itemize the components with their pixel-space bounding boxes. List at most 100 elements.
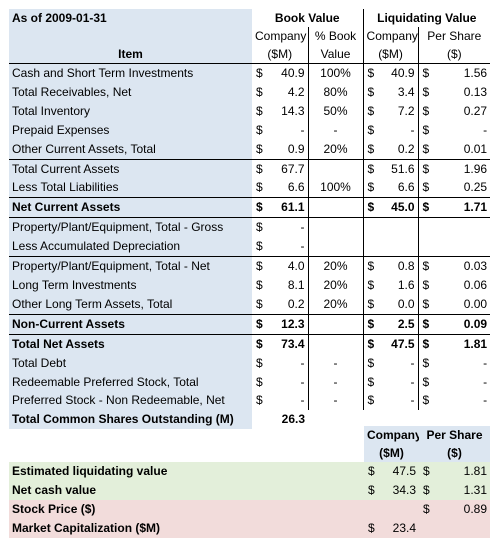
table-row: Net Current Assets $61.1 $45.0 $1.71 xyxy=(9,197,491,219)
row-label: Total Net Assets xyxy=(9,334,252,354)
per-share-amount xyxy=(435,218,490,237)
table-row: Cash and Short Term Investments $40.9 100%… xyxy=(9,63,490,83)
book-value-amount: 4.2 xyxy=(287,84,305,99)
liq-value-amount xyxy=(380,218,418,237)
liq-value-currency: $ xyxy=(362,391,381,411)
per-share-currency: $ xyxy=(417,158,436,179)
pct-book-value: 20% xyxy=(307,294,364,315)
summary-rows: Estimated liquidating value $47.5 $1.81 Net… xyxy=(9,462,491,538)
summary-row: Market Capitalization ($M) $23.4 xyxy=(9,518,491,538)
liq-value-currency: $ xyxy=(362,294,381,315)
summary-company-currency: $ xyxy=(364,462,381,481)
liq-value-amount: 0.2 xyxy=(397,141,415,156)
liq-value-currency: $ xyxy=(362,256,381,276)
summary-row: Stock Price ($) $0.89 xyxy=(9,499,491,519)
liq-value-amount: 0.0 xyxy=(380,294,419,315)
table-row: Total Inventory $14.3 50% $7.2 $0.27 xyxy=(9,101,490,121)
liq-value-currency: $ xyxy=(362,120,381,140)
pct-book-value xyxy=(307,217,364,238)
per-share-amount: 0.03 xyxy=(435,256,491,276)
pct-book-value xyxy=(307,197,364,219)
liq-value-amount: - xyxy=(410,122,415,137)
row-label: Non-Current Assets xyxy=(9,314,252,335)
table-row: Total Current Assets $67.7 $51.6 $1.96 xyxy=(9,158,491,179)
summary-per-share-amount xyxy=(436,518,491,538)
pct-book-value: - xyxy=(307,391,364,411)
book-value-amount: 4.0 xyxy=(269,256,308,276)
liq-value-amount: - xyxy=(410,393,415,408)
liq-value-amount xyxy=(380,237,418,256)
summary-company-currency xyxy=(364,499,381,519)
pct-book-column-header: % Book xyxy=(307,27,364,45)
book-value-currency: $ xyxy=(256,374,263,389)
book-value-currency: $ xyxy=(256,393,263,408)
pct-book-value xyxy=(307,314,364,335)
summary-company-amount: 47.5 xyxy=(381,462,419,481)
per-share-unit: ($) xyxy=(417,45,491,64)
liq-company-unit: ($M) xyxy=(362,45,419,64)
table-row: Total Debt $ - - $ - $ - xyxy=(9,353,490,373)
book-value-currency: $ xyxy=(252,294,269,315)
book-value-amount: 73.4 xyxy=(281,336,305,351)
book-value-amount: 0.9 xyxy=(287,141,305,156)
per-share-column-header: Per Share xyxy=(417,27,491,45)
liq-value-amount: 51.6 xyxy=(380,158,419,179)
book-value-amount: 0.2 xyxy=(269,294,308,315)
per-share-currency: $ xyxy=(417,197,436,219)
per-share-currency: $ xyxy=(417,139,436,160)
row-label: Property/Plant/Equipment, Total - Gross xyxy=(9,217,252,238)
row-label: Less Accumulated Depreciation xyxy=(9,237,252,257)
liq-value-currency xyxy=(362,237,381,257)
per-share-currency: $ xyxy=(417,178,436,199)
book-value-currency: $ xyxy=(252,178,269,199)
book-value-amount: 12.3 xyxy=(269,314,308,335)
table-row: Property/Plant/Equipment, Total - Net $4.… xyxy=(9,256,491,276)
summary-label: Estimated liquidating value xyxy=(9,462,364,481)
per-share-currency: $ xyxy=(417,334,436,354)
pct-book-value: 50% xyxy=(307,101,364,121)
liq-value-currency: $ xyxy=(362,275,381,295)
book-value-currency: $ xyxy=(256,122,263,137)
per-share-currency: $ xyxy=(417,256,436,276)
summary-label: Stock Price ($) xyxy=(9,499,364,519)
row-label: Total Common Shares Outstanding (M) xyxy=(9,410,252,430)
summary-company-currency: $ xyxy=(364,518,381,538)
liq-company-column-header: Company xyxy=(362,27,419,45)
per-share-amount: 0.13 xyxy=(463,84,488,99)
table-row: Preferred Stock - Non Redeemable, Net $ - -… xyxy=(9,391,490,411)
pct-book-value: - xyxy=(307,353,364,373)
liq-value-currency: $ xyxy=(362,197,381,219)
per-share-amount: 1.81 xyxy=(463,336,488,351)
pct-book-value: 20% xyxy=(307,256,364,276)
per-share-amount: 1.71 xyxy=(435,197,491,219)
liq-value-currency: $ xyxy=(362,372,381,392)
book-value-amount: 26.3 xyxy=(281,412,305,427)
table-row: Less Accumulated Depreciation $ - xyxy=(9,237,490,257)
row-label: Redeemable Preferred Stock, Total xyxy=(9,372,252,392)
pct-book-value xyxy=(307,237,364,257)
liq-value-amount: 7.2 xyxy=(397,103,415,118)
per-share-amount: - xyxy=(483,393,488,408)
company-column-header: Company xyxy=(255,29,307,43)
summary-label: Market Capitalization ($M) xyxy=(9,518,364,538)
book-value-amount: - xyxy=(300,393,305,408)
table-row: Redeemable Preferred Stock, Total $ - - $ - $ - xyxy=(9,372,490,392)
book-value-currency: $ xyxy=(252,197,269,219)
liq-value-currency: $ xyxy=(362,101,381,121)
summary-company-amount: 23.4 xyxy=(381,518,419,538)
book-value-currency: $ xyxy=(256,84,263,99)
company-unit: ($M) xyxy=(252,45,308,64)
per-share-currency: $ xyxy=(417,101,436,121)
per-share-amount: 0.06 xyxy=(463,277,488,292)
row-label: Total Inventory xyxy=(9,101,252,121)
summary-company-amount: 34.3 xyxy=(381,480,419,500)
per-share-amount: - xyxy=(483,122,488,137)
liq-value-currency: $ xyxy=(362,158,381,179)
per-share-currency: $ xyxy=(417,372,436,392)
liq-value-amount: 45.0 xyxy=(380,197,419,219)
pct-book-value: 20% xyxy=(307,139,364,160)
pct-book-value: 100% xyxy=(307,178,364,199)
book-value-currency: $ xyxy=(256,355,263,370)
summary-per-share-amount: 1.31 xyxy=(436,480,491,500)
table-row: Total Net Assets $73.4 $47.5 $1.81 xyxy=(9,334,490,354)
